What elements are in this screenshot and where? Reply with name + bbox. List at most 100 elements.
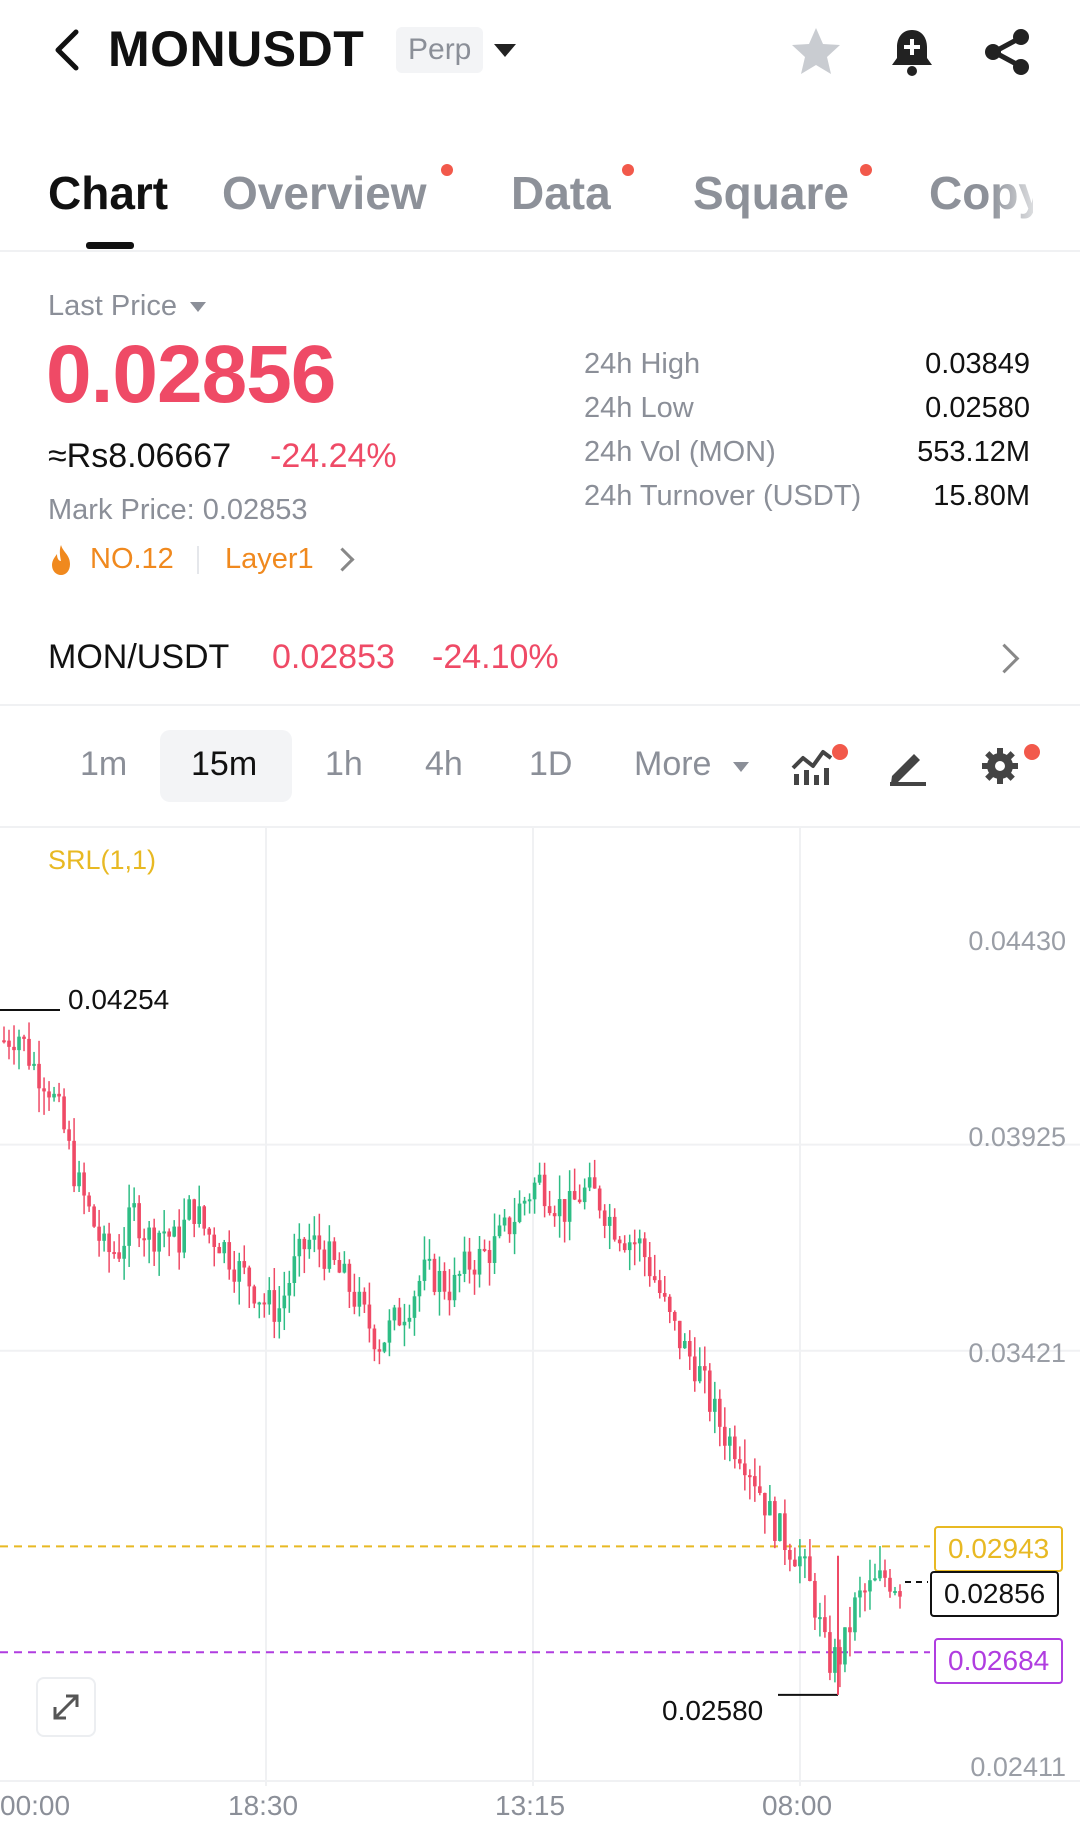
stat-value-24h-low: 0.02580	[925, 392, 1030, 424]
bell-plus-icon[interactable]	[884, 24, 940, 80]
price-change-percent: -24.24%	[270, 437, 397, 475]
candle-body	[372, 1328, 377, 1350]
candle-body	[32, 1063, 36, 1066]
candle-body	[297, 1238, 302, 1257]
candle-body	[592, 1177, 597, 1189]
candle-body	[347, 1263, 352, 1292]
interval-15m[interactable]: 15m	[191, 745, 258, 783]
rank-badge[interactable]: NO.12	[90, 543, 174, 575]
candle-body	[798, 1556, 802, 1567]
candle-body	[2, 1040, 6, 1043]
y-axis-label: 0.02411	[970, 1752, 1066, 1782]
candle-body	[202, 1206, 207, 1229]
candle-body	[312, 1235, 317, 1240]
spot-change: -24.10%	[432, 638, 559, 676]
candle-body	[873, 1578, 877, 1581]
candle-body	[522, 1200, 527, 1204]
caret-down-icon[interactable]	[733, 762, 749, 772]
candle-body	[47, 1091, 51, 1098]
spot-price: 0.02853	[272, 638, 395, 676]
candle-body	[537, 1174, 542, 1183]
candlestick-chart[interactable]	[0, 826, 1080, 1833]
candle-body	[637, 1238, 642, 1244]
candle-body	[302, 1238, 307, 1250]
candle-body	[192, 1199, 197, 1224]
interval-1d[interactable]: 1D	[529, 745, 573, 783]
candle-body	[62, 1096, 66, 1130]
category-tag[interactable]: Layer1	[225, 543, 314, 575]
candle-body	[547, 1206, 552, 1214]
candle-body	[152, 1227, 156, 1252]
active-interval-highlight	[160, 730, 292, 802]
contract-type-badge[interactable]: Perp	[396, 27, 484, 73]
tab-square[interactable]: Square	[693, 167, 849, 219]
candle-body	[447, 1291, 452, 1301]
interval-more[interactable]: More	[634, 745, 712, 783]
candle-body	[888, 1577, 892, 1592]
symbol-title[interactable]: MONUSDT	[108, 21, 365, 77]
candle-body	[542, 1174, 547, 1207]
candle-body	[422, 1259, 427, 1281]
candle-body	[662, 1293, 667, 1297]
fullscreen-button[interactable]	[36, 1677, 96, 1737]
indicator-icon[interactable]	[790, 746, 834, 786]
candle-body	[407, 1317, 412, 1322]
candle-body	[738, 1459, 742, 1464]
candle-body	[632, 1242, 637, 1245]
candle-body	[477, 1248, 482, 1275]
tab-notification-dot	[441, 164, 453, 176]
candle-body	[162, 1231, 166, 1234]
candle-body	[512, 1221, 517, 1235]
candle-body	[778, 1513, 782, 1541]
candle-body	[212, 1234, 217, 1247]
current-price-tag[interactable]: 0.02856	[930, 1571, 1060, 1617]
y-axis-label: 0.03421	[968, 1338, 1066, 1368]
header-bar: MONUSDT Perp	[0, 0, 1080, 110]
last-price-label[interactable]: Last Price	[48, 290, 177, 322]
candle-body	[768, 1501, 772, 1516]
candle-body	[27, 1038, 31, 1066]
gear-icon[interactable]	[980, 746, 1020, 786]
tab-notification-dot	[860, 164, 872, 176]
candle-body	[702, 1366, 707, 1371]
indicator-label[interactable]: SRL(1,1)	[48, 845, 157, 875]
candle-body	[863, 1590, 867, 1593]
candle-body	[532, 1182, 537, 1200]
candle-body	[17, 1036, 21, 1051]
candle-body	[492, 1236, 497, 1263]
candle-body	[117, 1252, 121, 1259]
share-icon[interactable]	[980, 24, 1036, 80]
candle-body	[342, 1263, 347, 1273]
candle-body	[362, 1291, 367, 1305]
chevron-right-icon[interactable]	[330, 547, 355, 572]
draw-pencil-icon[interactable]	[886, 746, 928, 786]
candle-body	[227, 1242, 232, 1270]
last-price-value: 0.02856	[46, 329, 336, 420]
interval-1m[interactable]: 1m	[80, 745, 128, 783]
candle-body	[287, 1282, 292, 1296]
candle-body	[322, 1249, 327, 1269]
candle-body	[77, 1172, 81, 1187]
tab-overview[interactable]: Overview	[222, 167, 427, 219]
fire-icon	[52, 545, 70, 575]
spot-pair-name: MON/USDT	[48, 638, 230, 676]
interval-1h[interactable]: 1h	[325, 745, 363, 783]
candle-body	[122, 1245, 126, 1259]
candle-body	[597, 1188, 602, 1211]
candle-body	[292, 1256, 297, 1283]
interval-4h[interactable]: 4h	[425, 745, 463, 783]
candle-body	[803, 1556, 807, 1559]
candle-body	[733, 1436, 737, 1460]
tab-data[interactable]: Data	[511, 167, 611, 219]
candle-body	[502, 1217, 507, 1226]
candle-body	[788, 1550, 792, 1560]
x-axis-label: 13:15	[495, 1790, 566, 1821]
x-axis-label: 00:00	[0, 1790, 71, 1821]
stat-label-24h-low: 24h Low	[584, 392, 694, 424]
back-icon[interactable]	[50, 28, 84, 72]
tab-chart[interactable]: Chart	[48, 167, 169, 219]
star-icon[interactable]	[788, 24, 844, 80]
candle-body	[272, 1290, 277, 1322]
caret-down-icon[interactable]	[190, 302, 206, 312]
chevron-down-icon[interactable]	[494, 44, 516, 57]
